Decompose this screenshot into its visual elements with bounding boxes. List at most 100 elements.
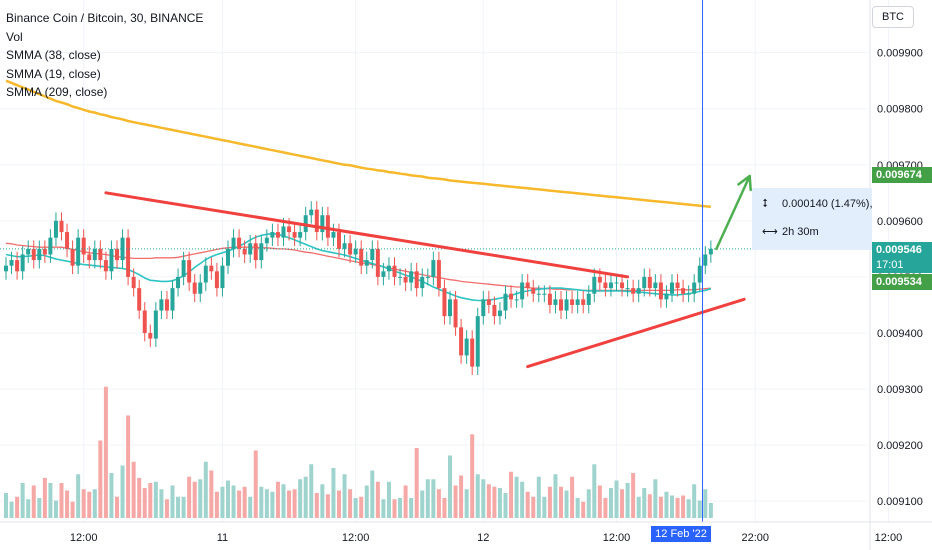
- candle-body: [298, 232, 303, 238]
- candle-body: [170, 288, 175, 311]
- candle-body: [631, 288, 636, 294]
- currency-button[interactable]: BTC: [872, 6, 914, 28]
- volume-bar: [481, 479, 486, 518]
- candle-body: [486, 299, 491, 305]
- volume-bar: [625, 483, 630, 518]
- volume-bar: [464, 489, 469, 518]
- volume-bar: [9, 501, 14, 518]
- candle-body: [309, 209, 314, 216]
- candle-body: [514, 299, 519, 301]
- candle-body: [325, 215, 330, 238]
- candle-body: [4, 265, 8, 272]
- candle-body: [381, 271, 386, 277]
- volume-bar: [414, 448, 419, 518]
- candle-body: [686, 293, 691, 295]
- volume-bar: [520, 481, 525, 518]
- candle-body: [131, 276, 136, 289]
- volume-bar: [65, 490, 70, 518]
- candle-body: [453, 299, 458, 328]
- volume-bar: [642, 488, 647, 518]
- candle-body: [109, 248, 114, 272]
- candle-body: [481, 299, 486, 317]
- candle-body: [664, 293, 669, 300]
- candle-body: [81, 237, 86, 255]
- volume-bar: [386, 481, 391, 518]
- volume-bar: [559, 486, 563, 518]
- candle-body: [398, 276, 403, 278]
- candle-body: [248, 243, 253, 255]
- time-tick-label: 12:00: [875, 532, 903, 544]
- candle-body: [203, 265, 208, 283]
- volume-bar: [348, 489, 353, 518]
- volume-bar: [70, 501, 75, 518]
- time-axis[interactable]: 12:00 11 12:00 12 12:00 22:00 12:00: [70, 532, 902, 544]
- volume-bar: [275, 481, 280, 518]
- volume-bar: [15, 496, 20, 518]
- volume-bar: [664, 491, 669, 518]
- volume-bar: [53, 500, 58, 518]
- volume-bar: [309, 464, 314, 518]
- legend-smma-209[interactable]: SMMA (209, close): [6, 85, 108, 99]
- volume-bar: [570, 476, 575, 518]
- candle-body: [425, 276, 430, 278]
- legend-smma-38[interactable]: SMMA (38, close): [6, 48, 101, 62]
- candle-body: [65, 232, 70, 249]
- legend-smma-19[interactable]: SMMA (19, close): [6, 66, 101, 81]
- volume-bar: [497, 488, 502, 518]
- legend-symbol[interactable]: Binance Coin / Bitcoin, 30, BINANCE: [6, 11, 204, 25]
- volume-bar: [353, 498, 358, 518]
- candle-body: [658, 282, 663, 300]
- candle-body: [26, 248, 31, 255]
- candle-body: [364, 260, 369, 266]
- drawings[interactable]: [104, 0, 752, 522]
- volume-bar: [214, 491, 219, 518]
- time-tick-label: 22:00: [741, 532, 769, 544]
- volume-bar: [137, 478, 142, 518]
- volume-bar: [364, 485, 369, 518]
- volume-bar: [292, 489, 297, 518]
- candle-body: [9, 260, 14, 266]
- volume-bar: [420, 490, 425, 518]
- volume-bar: [226, 480, 230, 518]
- candle-body: [353, 248, 358, 255]
- volume-bar: [542, 496, 547, 518]
- volume-bar: [170, 485, 175, 518]
- candle-body: [87, 254, 92, 261]
- trendline-upper: [104, 191, 630, 279]
- volume-bar: [198, 479, 203, 518]
- volume-bar: [192, 481, 197, 518]
- price-tick-label: 0.009400: [877, 328, 923, 340]
- volume-bar: [120, 465, 125, 518]
- candle-body: [187, 260, 192, 283]
- time-tick-label: 12:00: [603, 532, 631, 544]
- volume-bar: [636, 496, 641, 518]
- measure-change: 0.000140 (1.47%),: [782, 198, 873, 210]
- candle-body: [608, 282, 613, 289]
- candle-body: [37, 248, 42, 261]
- volume-bar: [581, 501, 586, 518]
- price-tick-label: 0.009600: [877, 216, 923, 228]
- volume-bar: [209, 470, 214, 518]
- candle-body: [275, 232, 280, 238]
- candle-body: [470, 338, 475, 367]
- candle-body: [503, 293, 508, 311]
- candle-body: [53, 220, 58, 238]
- candle-body: [642, 276, 647, 289]
- volume-bar: [81, 489, 86, 518]
- volume-bar: [614, 480, 619, 518]
- legend-vol[interactable]: Vol: [6, 29, 23, 44]
- candle-body: [253, 243, 258, 261]
- candle-body: [564, 299, 569, 311]
- volume-bar: [237, 490, 242, 518]
- price-tick-label: 0.009900: [877, 48, 923, 60]
- volume-bar: [264, 489, 269, 518]
- volume-bar: [325, 494, 330, 518]
- candle-body: [697, 265, 702, 283]
- volume-bar: [59, 483, 64, 518]
- volume-bar: [620, 489, 625, 518]
- time-tick-label: 11: [217, 532, 228, 544]
- candle-body: [592, 276, 597, 294]
- volume-bar: [475, 474, 480, 518]
